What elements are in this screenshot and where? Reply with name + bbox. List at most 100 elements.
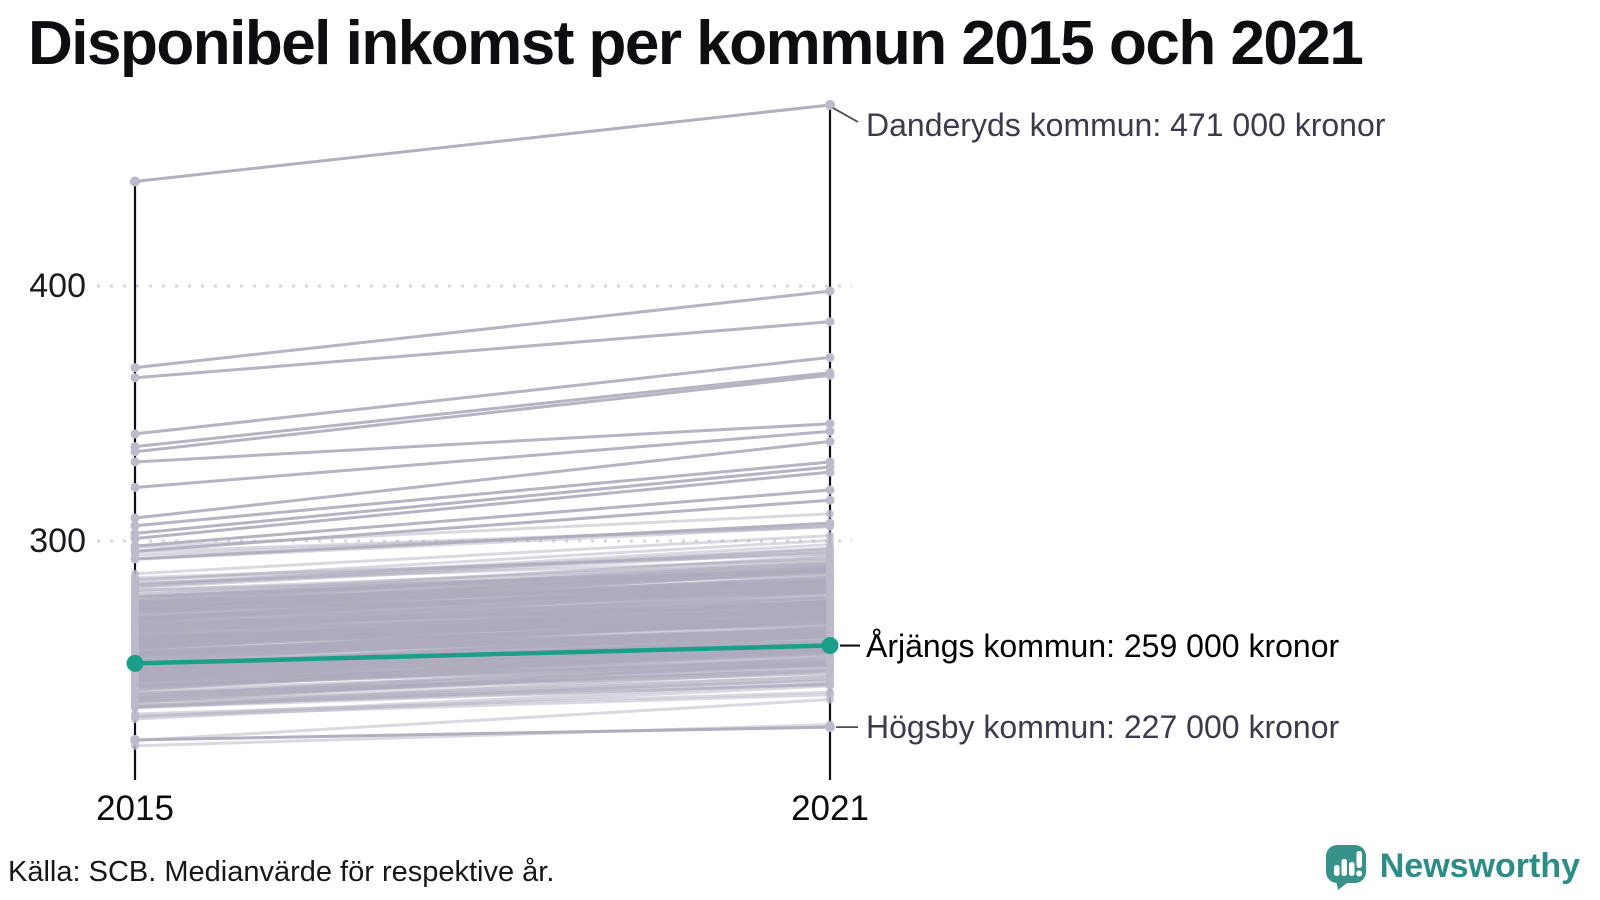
background-slope-line xyxy=(134,614,831,646)
background-slope-line xyxy=(134,674,831,708)
background-slope-line xyxy=(134,606,831,637)
endpoint-dot-2015 xyxy=(130,533,140,543)
endpoint-dot-2015 xyxy=(130,363,140,373)
background-slope-line xyxy=(134,620,831,655)
endpoint-dot-2021 xyxy=(826,680,834,689)
background-slope-line xyxy=(134,658,831,688)
background-slope-line xyxy=(134,646,831,681)
background-slope-line xyxy=(134,601,831,644)
background-slope-line xyxy=(134,634,831,658)
background-slope-line xyxy=(134,578,831,620)
endpoint-dot-2021 xyxy=(825,370,835,380)
endpoint-dot-2021 xyxy=(826,581,834,590)
background-slope-line xyxy=(134,602,831,644)
background-slope-line xyxy=(134,619,831,649)
background-slope-line xyxy=(134,593,831,631)
endpoint-dot-2021 xyxy=(826,668,834,677)
background-slope-line xyxy=(134,579,831,623)
background-slope-line xyxy=(134,651,831,678)
background-slope-line xyxy=(134,611,831,640)
endpoint-dot-2015 xyxy=(131,682,139,691)
background-slope-line xyxy=(134,630,831,656)
background-slope-line xyxy=(134,579,831,623)
background-slope-line xyxy=(134,625,831,672)
background-slope-line xyxy=(134,644,831,689)
background-slope-line xyxy=(134,675,831,703)
background-slope-line xyxy=(134,569,831,599)
background-slope-line xyxy=(134,679,831,704)
highlighted-slope-line xyxy=(134,643,831,666)
outlier-slope-line xyxy=(134,355,831,436)
background-slope-line xyxy=(134,583,831,621)
background-slope-line xyxy=(134,566,831,606)
background-slope-line xyxy=(134,569,831,592)
background-slope-line xyxy=(134,584,831,628)
background-slope-line xyxy=(134,570,831,601)
endpoint-dot-2015 xyxy=(130,447,140,457)
background-slope-line xyxy=(134,615,831,655)
background-slope-line xyxy=(134,628,831,652)
x-axis-tick-2021: 2021 xyxy=(791,789,869,828)
outlier-slope-line xyxy=(134,470,831,540)
endpoint-dot-2015 xyxy=(131,672,139,681)
background-slope-line xyxy=(134,665,831,702)
background-slope-line xyxy=(134,557,831,603)
endpoint-dot-2015 xyxy=(130,513,140,523)
endpoint-dot-2015 xyxy=(130,734,140,745)
background-slope-line xyxy=(134,603,831,645)
background-slope-line xyxy=(134,615,831,646)
background-slope-line xyxy=(134,647,831,687)
background-slope-line xyxy=(134,668,831,700)
background-slope-line xyxy=(134,647,831,671)
outlier-slope-line xyxy=(134,429,831,489)
background-slope-line xyxy=(134,577,831,604)
background-slope-line xyxy=(134,568,831,615)
endpoint-dot-2015 xyxy=(130,373,140,383)
outlier-slope-line xyxy=(134,440,831,520)
outlier-slope-line xyxy=(134,488,831,548)
background-slope-line xyxy=(134,604,831,648)
background-slope-line xyxy=(134,590,831,631)
background-slope-line xyxy=(134,682,831,710)
background-slope-line xyxy=(134,610,831,640)
background-slope-line xyxy=(134,555,831,597)
background-slope-line xyxy=(134,629,831,657)
background-slope-line xyxy=(134,587,831,627)
background-slope-line xyxy=(134,653,831,682)
background-slope-line xyxy=(134,565,831,600)
background-slope-line xyxy=(134,550,831,590)
background-slope-line xyxy=(134,650,831,685)
endpoint-dot-2021 xyxy=(825,317,835,327)
background-slope-line xyxy=(134,620,831,649)
endpoint-dot-2015 xyxy=(131,627,139,636)
background-slope-line xyxy=(134,660,831,683)
endpoint-dot-2021 xyxy=(825,485,835,495)
background-slope-line xyxy=(134,649,831,682)
background-slope-line xyxy=(134,548,831,587)
background-slope-line xyxy=(134,567,831,608)
background-slope-line xyxy=(134,585,831,629)
background-slope-line xyxy=(134,684,831,721)
endpoint-dot-2015 xyxy=(130,176,140,187)
background-slope-line xyxy=(134,601,831,638)
endpoint-dot-2021 xyxy=(825,495,835,505)
endpoint-dot-2021 xyxy=(826,509,834,518)
background-slope-line xyxy=(134,563,831,610)
background-slope-line xyxy=(134,670,831,700)
background-slope-line xyxy=(134,609,831,638)
background-slope-line xyxy=(134,650,831,678)
background-slope-line xyxy=(134,621,831,649)
background-slope-line xyxy=(134,615,831,647)
background-slope-line xyxy=(134,617,831,648)
background-slope-line xyxy=(134,586,831,614)
background-slope-line xyxy=(134,584,831,631)
endpoint-dot-2021 xyxy=(825,467,835,477)
background-slope-line xyxy=(134,620,831,654)
background-slope-line xyxy=(134,582,831,611)
background-slope-line xyxy=(134,648,831,691)
background-slope-line xyxy=(134,596,831,621)
background-slope-line xyxy=(134,646,831,672)
endpoint-dot-2015 xyxy=(131,694,139,703)
background-slope-line xyxy=(134,649,831,688)
background-slope-line xyxy=(134,596,831,639)
